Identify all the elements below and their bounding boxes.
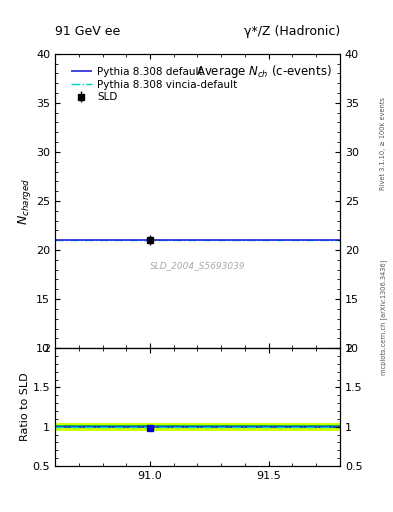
Y-axis label: Ratio to SLD: Ratio to SLD <box>20 373 30 441</box>
Bar <box>55 423 340 431</box>
Legend: Pythia 8.308 default, Pythia 8.308 vincia-default, SLD: Pythia 8.308 default, Pythia 8.308 vinci… <box>69 65 239 104</box>
Text: mcplots.cern.ch [arXiv:1306.3436]: mcplots.cern.ch [arXiv:1306.3436] <box>380 260 387 375</box>
Text: 91 GeV ee: 91 GeV ee <box>55 26 120 38</box>
Text: γ*/Z (Hadronic): γ*/Z (Hadronic) <box>244 26 340 38</box>
Text: SLD_2004_S5693039: SLD_2004_S5693039 <box>150 261 245 270</box>
Text: Average $N_{ch}$ (c-events): Average $N_{ch}$ (c-events) <box>196 62 331 79</box>
Y-axis label: $N_{charged}$: $N_{charged}$ <box>16 177 33 225</box>
Bar <box>55 425 340 428</box>
Text: Rivet 3.1.10, ≥ 100k events: Rivet 3.1.10, ≥ 100k events <box>380 97 386 190</box>
